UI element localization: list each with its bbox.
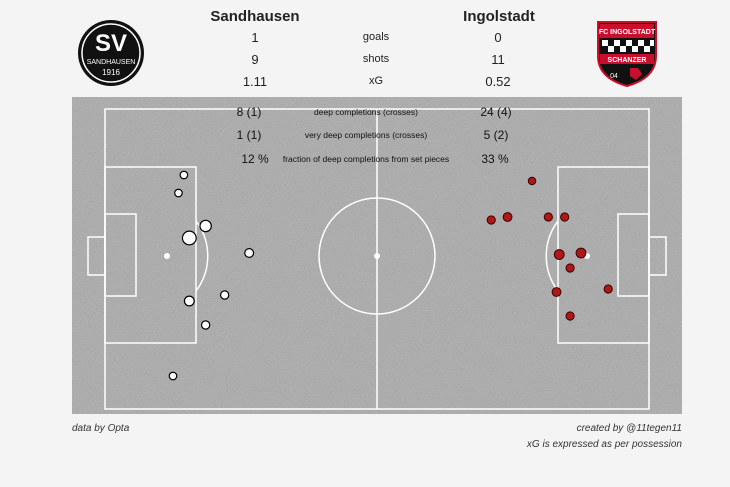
set-piece-frac-label: fraction of deep completions from set pi… <box>282 154 450 164</box>
svg-text:SCHANZER: SCHANZER <box>608 57 647 64</box>
credit: created by @11tegen11 <box>576 423 682 434</box>
svg-text:SV: SV <box>95 30 127 57</box>
home-shot-marker <box>244 248 255 259</box>
left-goal <box>87 236 106 276</box>
away-shot-marker <box>543 212 553 222</box>
home-shot-marker <box>183 295 195 307</box>
xg-note: xG is expressed as per possession <box>526 439 682 450</box>
away-xg: 0.52 <box>485 74 511 89</box>
away-shot-marker <box>502 212 513 222</box>
svg-text:04: 04 <box>610 73 618 80</box>
away-set-piece-frac: 33 % <box>481 152 509 166</box>
deep-label: deep completions (crosses) <box>314 107 418 117</box>
home-shot-marker <box>219 290 230 300</box>
home-shots: 9 <box>251 52 259 67</box>
right-penalty-arc <box>545 220 559 292</box>
shots-label: shots <box>362 53 390 65</box>
away-team-name: Ingolstadt <box>463 8 535 25</box>
pitch <box>72 97 682 414</box>
svg-text:SANDHAUSEN: SANDHAUSEN <box>87 59 136 66</box>
data-source: data by Opta <box>72 423 130 434</box>
very-deep-label: very deep completions (crosses) <box>304 130 428 140</box>
home-xg: 1.11 <box>242 74 268 89</box>
sandhausen-crest-icon: SV SANDHAUSEN 1916 <box>78 20 144 86</box>
away-very-deep: 5 (2) <box>483 128 509 142</box>
away-shot-marker <box>527 176 537 186</box>
away-shots: 11 <box>491 52 505 67</box>
svg-text:1916: 1916 <box>102 68 120 77</box>
away-shot-marker <box>575 247 587 259</box>
away-goals: 0 <box>494 30 502 45</box>
shot-markers <box>168 170 613 381</box>
away-shot-marker <box>560 212 570 222</box>
away-shot-marker <box>553 249 565 260</box>
home-goals: 1 <box>251 30 259 45</box>
home-shot-marker <box>174 188 183 198</box>
center-circle <box>318 197 436 315</box>
home-shot-marker <box>181 230 197 246</box>
away-shot-marker <box>603 284 613 294</box>
away-shot-marker <box>486 215 496 225</box>
xg-label: xG <box>368 75 384 87</box>
home-shot-marker <box>179 170 189 180</box>
right-goal <box>648 236 667 276</box>
ingolstadt-crest-icon: FC INGOLSTADT SCHANZER 04 <box>597 21 657 88</box>
home-shot-marker <box>200 320 211 330</box>
home-team-name: Sandhausen <box>210 8 300 25</box>
home-very-deep: 1 (1) <box>236 128 262 142</box>
svg-text:FC INGOLSTADT: FC INGOLSTADT <box>599 29 656 36</box>
left-penalty-spot <box>164 253 170 259</box>
away-shot-marker <box>565 263 575 273</box>
pitch-lines <box>87 108 667 410</box>
home-deep: 8 (1) <box>236 105 262 119</box>
home-shot-marker <box>199 219 212 233</box>
center-spot <box>374 253 380 259</box>
away-shot-marker <box>551 287 562 297</box>
home-shot-marker <box>168 371 178 381</box>
home-set-piece-frac: 12 % <box>241 152 269 166</box>
goals-label: goals <box>362 31 390 43</box>
away-shot-marker <box>565 311 575 321</box>
away-deep: 24 (4) <box>480 105 512 119</box>
